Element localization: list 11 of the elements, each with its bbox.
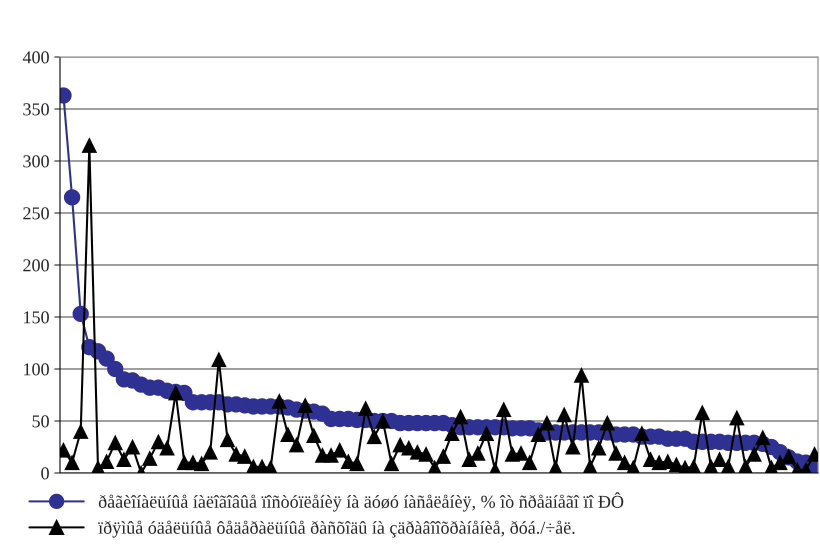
y-tick-label: 400 (22, 51, 49, 64)
legend-label: ðåãèîíàëüíûå íàëîãîâûå ïîñòóïëåíèÿ íà äóøó íàñåëåíèÿ, % îò ñðåäíåãî ïî ÐÔ (98, 492, 624, 512)
y-tick-label: 200 (23, 259, 49, 272)
legend-label: ïðÿìûå óäåëüíûå ôåäåðàëüíûå ðàñõîäû íà çäðàâîîõðàíåíèå, ðóá./÷åë. (98, 520, 575, 538)
y-tick-label: 300 (23, 155, 49, 168)
y-tick-label: 150 (24, 311, 49, 324)
y-tick-label: 250 (23, 207, 49, 220)
y-tick-label: 100 (24, 363, 49, 376)
y-tick-label: 0 (41, 467, 49, 480)
y-tick-label: 350 (23, 103, 49, 116)
y-tick-label: 50 (32, 415, 49, 428)
